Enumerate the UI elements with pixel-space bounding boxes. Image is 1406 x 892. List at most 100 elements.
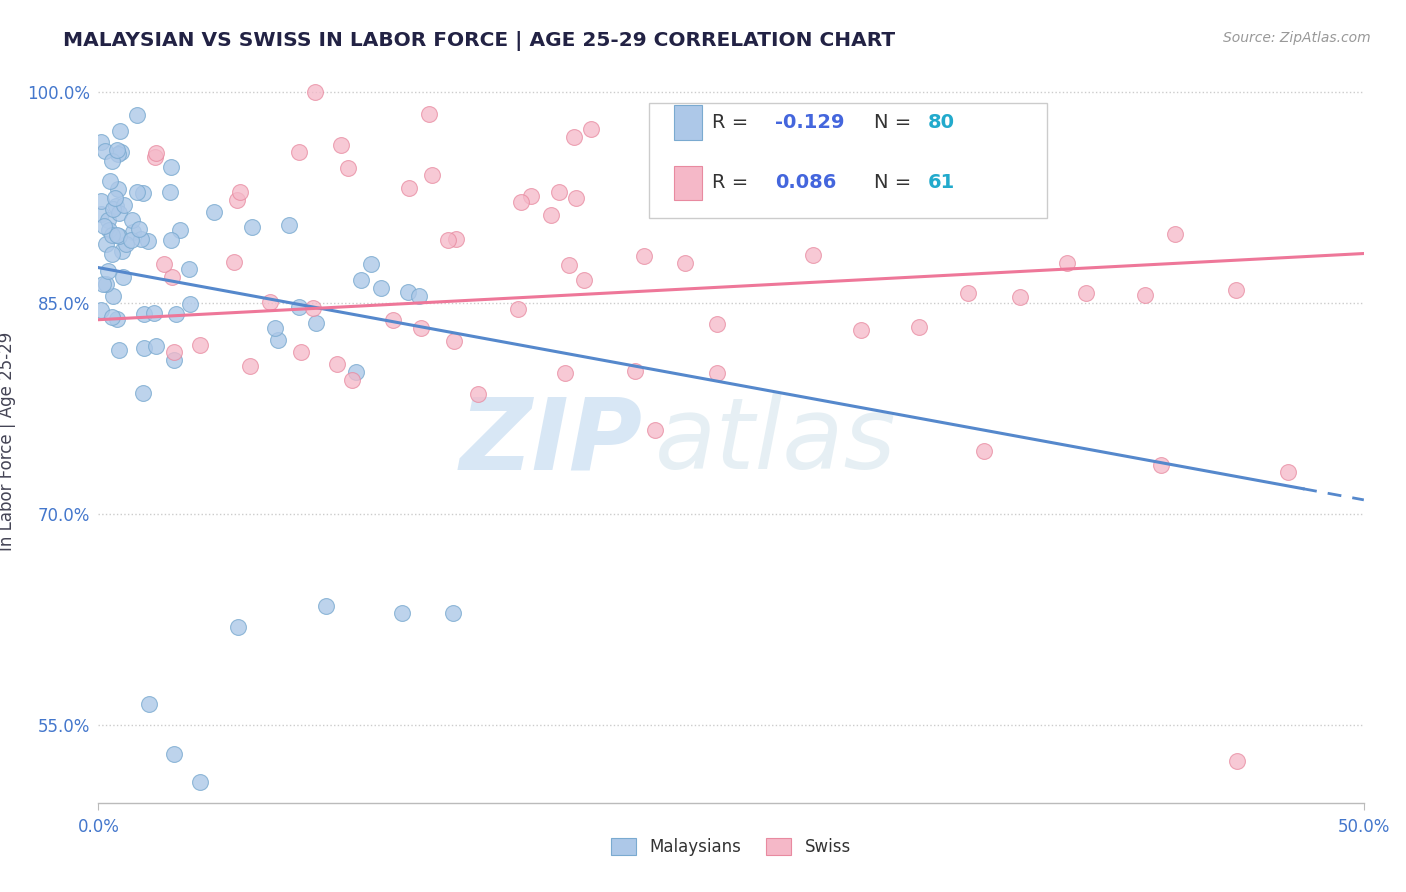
Point: [411, 320, 433, 334]
Point: [96, 277, 118, 292]
Point: [145, 339, 167, 353]
Point: [111, 244, 134, 259]
Point: [110, 145, 132, 159]
Point: [97, 213, 120, 227]
Text: Source: ZipAtlas.com: Source: ZipAtlas.com: [1223, 31, 1371, 45]
Point: [169, 223, 191, 237]
Point: [108, 124, 131, 138]
Point: [443, 334, 465, 348]
Point: [239, 359, 262, 374]
Point: [162, 270, 184, 285]
Point: [329, 137, 352, 152]
Point: [706, 317, 728, 331]
Point: [94, 236, 117, 251]
Point: [138, 697, 160, 711]
Point: [111, 270, 134, 285]
Point: [508, 301, 530, 316]
Point: [125, 186, 148, 200]
Point: [540, 208, 562, 222]
Text: 0.086: 0.086: [776, 173, 837, 193]
Point: [1164, 227, 1187, 242]
Point: [644, 423, 666, 437]
Point: [90, 135, 112, 149]
Point: [160, 160, 183, 174]
Point: [370, 281, 392, 295]
Text: N =: N =: [875, 173, 911, 193]
Point: [706, 366, 728, 380]
Point: [163, 353, 186, 368]
Point: [436, 233, 458, 247]
Point: [564, 191, 586, 205]
Point: [100, 247, 122, 261]
Text: 80: 80: [928, 112, 955, 132]
Point: [115, 237, 138, 252]
Point: [152, 256, 174, 270]
Point: [105, 143, 128, 157]
Point: [129, 232, 152, 246]
Point: [105, 227, 128, 242]
Point: [554, 366, 576, 380]
Point: [188, 774, 211, 789]
Point: [908, 320, 931, 334]
Text: ZIP: ZIP: [460, 393, 643, 490]
Point: [673, 256, 696, 270]
Point: [145, 146, 167, 161]
Point: [557, 258, 579, 272]
Point: [90, 207, 112, 221]
Point: [360, 257, 382, 271]
Point: [112, 198, 135, 212]
Point: [120, 233, 142, 247]
Point: [108, 343, 131, 357]
Point: [548, 185, 571, 199]
Point: [101, 154, 124, 169]
Point: [163, 747, 186, 761]
Point: [163, 345, 186, 359]
Point: [127, 107, 149, 121]
Text: 61: 61: [928, 173, 955, 193]
Point: [562, 130, 585, 145]
Point: [240, 220, 263, 235]
Point: [132, 386, 155, 401]
Point: [108, 206, 131, 220]
Point: [94, 145, 117, 159]
Point: [973, 443, 995, 458]
Point: [91, 277, 114, 291]
Point: [121, 213, 143, 227]
Point: [226, 194, 249, 208]
Point: [396, 285, 419, 299]
Point: [290, 345, 312, 359]
Bar: [675, 105, 702, 139]
Text: -0.129: -0.129: [776, 112, 845, 132]
Point: [305, 316, 328, 330]
Point: [97, 264, 120, 278]
Point: [108, 228, 131, 243]
Point: [136, 234, 159, 248]
Point: [107, 182, 129, 196]
Point: [134, 307, 156, 321]
Point: [229, 185, 252, 199]
Point: [105, 312, 128, 326]
Point: [572, 273, 595, 287]
Point: [801, 248, 824, 262]
Point: [159, 185, 181, 199]
Point: [381, 312, 404, 326]
Text: R =: R =: [711, 112, 755, 132]
FancyBboxPatch shape: [648, 103, 1047, 218]
Point: [128, 222, 150, 236]
Point: [304, 85, 326, 99]
Point: [101, 289, 124, 303]
Point: [350, 273, 373, 287]
Point: [104, 199, 127, 213]
Point: [344, 365, 367, 379]
Point: [145, 150, 167, 164]
Bar: [675, 166, 702, 200]
Point: [301, 301, 323, 316]
Legend: Malaysians, Swiss: Malaysians, Swiss: [605, 831, 858, 863]
Point: [1074, 286, 1097, 301]
Point: [340, 373, 363, 387]
Point: [104, 191, 127, 205]
Point: [467, 387, 489, 401]
Point: [93, 219, 115, 233]
Point: [633, 249, 655, 263]
Point: [956, 286, 979, 301]
